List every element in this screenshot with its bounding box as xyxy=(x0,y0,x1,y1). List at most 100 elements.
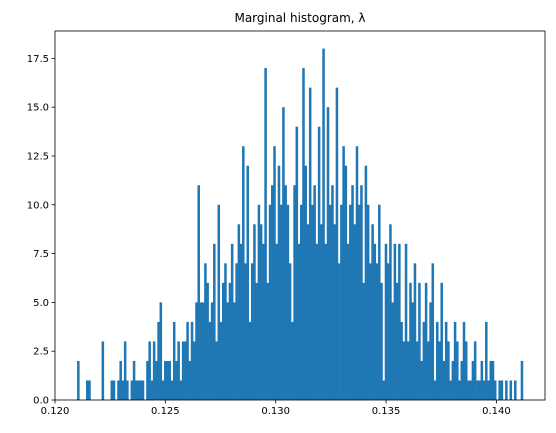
bar xyxy=(447,341,450,400)
bar xyxy=(404,243,408,400)
bar xyxy=(146,360,149,400)
bar xyxy=(121,380,125,400)
bar xyxy=(300,204,303,400)
bar xyxy=(253,224,256,400)
bar xyxy=(132,360,136,400)
bar xyxy=(135,380,138,400)
bar xyxy=(161,380,165,400)
bar xyxy=(201,302,205,400)
bar xyxy=(219,321,223,400)
bar xyxy=(246,165,250,400)
bar xyxy=(284,185,287,400)
bar xyxy=(190,321,194,400)
bar xyxy=(398,243,401,400)
bar xyxy=(333,224,336,400)
bar xyxy=(157,321,160,400)
bar xyxy=(442,360,446,400)
bar xyxy=(317,126,321,401)
x-tick-label: 0.120 xyxy=(41,406,70,417)
y-tick-label: 12.5 xyxy=(27,151,49,162)
bar xyxy=(181,341,185,400)
bar xyxy=(411,302,414,400)
bar xyxy=(152,341,156,400)
bar xyxy=(462,321,466,400)
bar xyxy=(480,360,484,400)
bar xyxy=(431,263,435,400)
bar xyxy=(489,360,493,400)
bar xyxy=(279,204,283,400)
bar xyxy=(295,126,299,401)
bar xyxy=(471,360,475,400)
bar xyxy=(286,204,290,400)
bar xyxy=(117,380,120,400)
bar xyxy=(382,380,386,400)
bar xyxy=(458,380,461,400)
y-tick-label: 0.0 xyxy=(33,396,49,407)
bar xyxy=(250,263,254,400)
bar xyxy=(407,341,410,400)
bar xyxy=(179,380,183,400)
bar xyxy=(192,341,196,400)
bar xyxy=(424,282,428,400)
bar xyxy=(235,263,238,400)
x-tick-label: 0.135 xyxy=(372,406,401,417)
bar xyxy=(380,282,383,400)
bar xyxy=(206,282,209,400)
x-tick-label: 0.130 xyxy=(261,406,290,417)
bar xyxy=(311,204,314,400)
bar xyxy=(391,302,394,400)
bar xyxy=(302,68,305,400)
bar xyxy=(482,380,486,400)
bar xyxy=(505,380,508,400)
bar xyxy=(469,380,472,400)
bar xyxy=(293,185,296,400)
bar xyxy=(308,87,312,400)
bar xyxy=(444,321,448,400)
bar xyxy=(170,380,174,400)
bar xyxy=(77,360,80,400)
bar xyxy=(320,224,323,400)
bar xyxy=(164,360,167,400)
axes-frame xyxy=(54,30,546,401)
bar xyxy=(306,224,310,400)
bar xyxy=(210,302,214,400)
bar xyxy=(418,282,421,400)
bar xyxy=(500,380,504,400)
bar xyxy=(199,302,203,400)
bar xyxy=(123,341,127,400)
bar xyxy=(342,146,345,400)
bar xyxy=(239,243,243,400)
bar xyxy=(262,243,265,400)
bar xyxy=(420,360,423,400)
bar xyxy=(224,263,227,400)
bar xyxy=(357,204,361,400)
bar xyxy=(460,360,464,400)
bar xyxy=(139,380,143,400)
bar xyxy=(112,380,116,400)
bar xyxy=(364,165,368,400)
bar xyxy=(366,204,370,400)
bar xyxy=(429,302,432,400)
bar xyxy=(427,341,430,400)
x-tick-label: 0.125 xyxy=(151,406,180,417)
bar xyxy=(371,224,374,400)
bar xyxy=(453,321,457,400)
y-tick-label: 15.0 xyxy=(27,103,49,114)
bar xyxy=(498,380,501,400)
bar xyxy=(340,204,343,400)
bar xyxy=(389,224,392,400)
bar xyxy=(413,263,417,400)
bar xyxy=(487,380,490,400)
bar xyxy=(491,360,495,400)
bar xyxy=(248,321,252,400)
bar xyxy=(375,263,379,400)
bar xyxy=(204,263,207,400)
bar xyxy=(155,360,158,400)
bar xyxy=(304,165,307,400)
bar xyxy=(351,185,354,400)
bar xyxy=(322,48,325,400)
bar xyxy=(271,185,274,400)
bar xyxy=(402,341,406,400)
bar xyxy=(315,243,319,400)
